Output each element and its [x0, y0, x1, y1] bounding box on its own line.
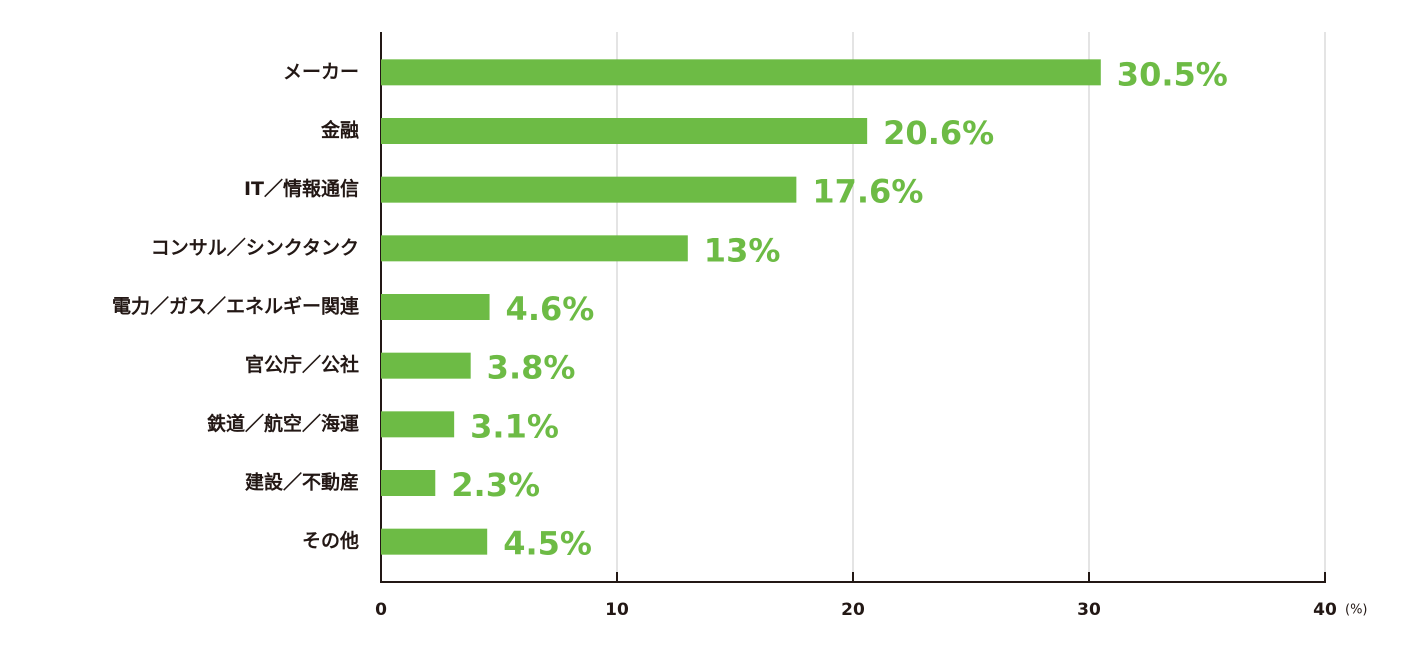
y-tick-label: メーカー [283, 61, 359, 83]
bar [381, 470, 436, 496]
bar [381, 294, 490, 320]
x-tick-label: 10 [605, 600, 629, 620]
bar [381, 352, 471, 379]
value-label: 3.8% [487, 349, 576, 387]
value-label: 30.5% [1117, 55, 1228, 93]
x-tick-label: 20 [841, 600, 865, 620]
value-label: 4.6% [506, 290, 595, 328]
value-label: 2.3% [451, 466, 540, 504]
value-label: 13% [704, 231, 781, 269]
value-label: 3.1% [470, 407, 559, 445]
x-unit-label: (%) [1345, 603, 1368, 618]
value-label: 4.5% [503, 525, 592, 563]
y-tick-label: 官公庁／公社 [245, 353, 359, 376]
y-tick-label: IT／情報通信 [244, 177, 359, 200]
value-label: 20.6% [883, 114, 994, 152]
y-tick-label: 建設／不動産 [245, 471, 359, 494]
x-tick-label: 0 [375, 600, 387, 620]
y-tick-label: 金融 [320, 119, 359, 142]
value-label: 17.6% [812, 173, 923, 211]
bar [381, 528, 488, 555]
y-tick-label: コンサル／シンクタンク [151, 236, 359, 259]
y-tick-label: その他 [302, 529, 359, 552]
bar [381, 411, 455, 438]
y-tick-label: 鉄道／航空／海運 [207, 412, 359, 435]
bar [381, 59, 1101, 86]
bar [381, 235, 688, 262]
x-tick-label: 40 [1313, 600, 1337, 620]
bar [381, 176, 797, 203]
bar [381, 118, 868, 144]
y-tick-label: 電力／ガス／エネルギー関連 [112, 295, 360, 318]
x-tick-label: 30 [1077, 600, 1101, 620]
